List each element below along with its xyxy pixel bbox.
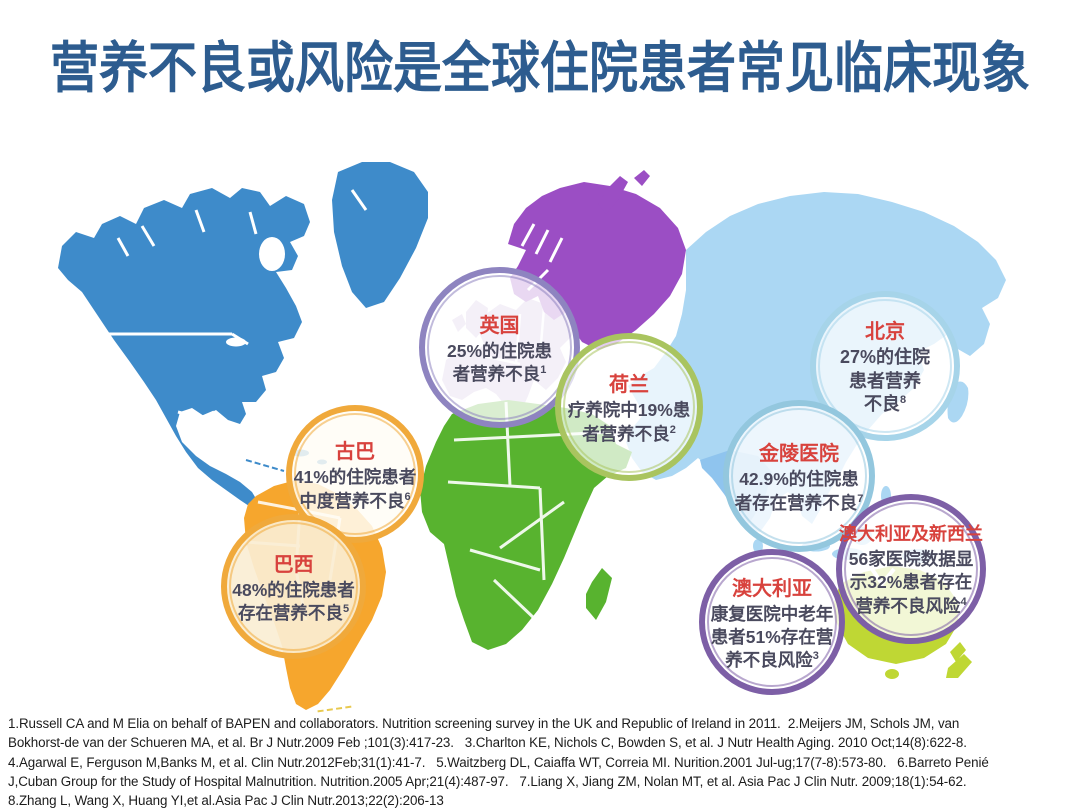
reference-line: 8.Zhang L, Wang X, Huang YI,et al.Asia P… [8,793,444,809]
reference-line: 1.Russell CA and M Elia on behalf of BAP… [8,716,960,731]
callout-jinling-body: 42.9%的住院患 者存在营养不良7 [734,469,864,513]
new-zealand-shape [946,642,972,678]
reference-line: Bokhorst-de van der Schueren MA, et al. … [8,735,967,751]
greenland-shape [332,162,428,308]
callout-jinling-hospital: 金陵医院 42.9%的住院患 者存在营养不良7 [723,400,875,552]
callout-brazil: 巴西 48%的住院患者 存在营养不良5 [221,514,366,659]
na-border-lines [64,209,258,420]
callout-netherlands-region: 荷兰 [609,374,649,397]
callout-netherlands-body: 疗养院中19%患 者营养不良2 [567,400,691,444]
ref-superscript: 6 [404,490,411,503]
madagascar-shape [586,568,612,620]
greenland-cut [350,189,368,211]
callout-netherlands: 荷兰 疗养院中19%患 者营养不良2 [555,333,703,481]
novaya-zemlya-shape [598,170,650,214]
callout-australia-region: 澳大利亚 [732,577,812,600]
callout-anz-body: 56家医院数据显 示32%患者存在 营养不良风险4 [848,549,974,616]
callout-beijing-region: 北京 [865,320,905,343]
ref-superscript: 7 [857,492,864,505]
cuba-leader-line [245,459,285,472]
tasmania-island [885,669,899,679]
callout-brazil-region: 巴西 [273,553,314,576]
north-america-shape [58,188,310,508]
hudson-bay [259,237,285,271]
callout-cuba-region: 古巴 [335,441,375,464]
ref-superscript: 1 [540,364,547,377]
callout-uk-region: 英国 [479,314,520,337]
great-lakes [226,337,246,347]
callout-australia-new-zealand: 澳大利亚及新西兰 56家医院数据显 示32%患者存在 营养不良风险4 [836,494,986,644]
ref-superscript: 4 [960,595,967,608]
callout-anz-region: 澳大利亚及新西兰 [839,524,983,545]
ref-superscript: 5 [342,603,350,616]
callout-cuba-body: 41%的住院患者 中度营养不良6 [293,467,417,511]
callout-uk: 英国 25%的住院患 者营养不良1 [419,267,580,428]
reference-line: J,Cuban Group for the Study of Hospital … [8,773,967,789]
callout-australia: 澳大利亚 康复医院中老年 患者51%存在营 养不良风险3 [699,549,845,695]
callout-australia-body: 康复医院中老年 患者51%存在营 养不良风险3 [710,603,834,671]
callout-jinling-region: 金陵医院 [759,443,839,466]
ref-superscript: 8 [899,394,907,407]
callout-uk-body: 25%的住院患 者营养不良1 [446,340,553,384]
callout-beijing-body: 27%的住院 患者营养 不良8 [839,346,931,415]
ref-superscript: 2 [669,423,676,436]
ref-superscript: 3 [812,650,819,663]
reference-line: 4.Agarwal E, Ferguson M,Banks M, et al. … [8,754,989,770]
callout-brazil-body: 48%的住院患者 存在营养不良5 [232,579,355,623]
page-title: 营养不良或风险是全球住院患者常见临床现象 [49,38,1030,100]
references-block: 1.Russell CA and M Elia on behalf of BAP… [8,714,1076,810]
